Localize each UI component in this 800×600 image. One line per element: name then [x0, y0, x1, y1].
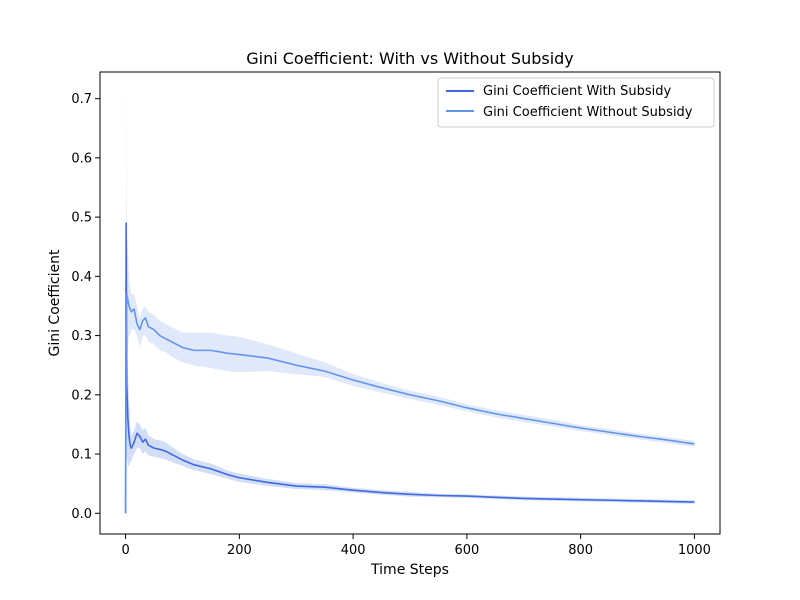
y-tick-label: 0.7 — [71, 92, 92, 107]
y-tick-label: 0.3 — [71, 329, 92, 344]
line-with-subsidy — [124, 222, 695, 514]
x-tick-label: 600 — [454, 543, 479, 558]
y-tick-label: 0.0 — [71, 507, 92, 522]
x-tick-label: 0 — [121, 543, 129, 558]
legend-box — [437, 77, 715, 128]
y-axis-ticks: 0.0 0.1 0.2 0.3 0.4 0.5 0.6 0.7 — [71, 92, 100, 522]
y-tick-label: 0.1 — [71, 448, 92, 463]
series-lines — [124, 222, 695, 514]
legend-label-without-subsidy: Gini Coefficient Without Subsidy — [483, 105, 693, 120]
plot-frame — [99, 71, 721, 535]
chart-title: Gini Coefficient: With vs Without Subsid… — [246, 49, 574, 68]
y-tick-label: 0.6 — [71, 151, 92, 166]
legend: Gini Coefficient With Subsidy Gini Coeff… — [437, 77, 715, 128]
x-axis-label: Time Steps — [370, 562, 449, 578]
x-tick-label: 200 — [227, 543, 252, 558]
y-axis-label: Gini Coefficient — [47, 249, 63, 357]
line-without-subsidy — [124, 293, 695, 514]
x-axis-ticks: 0 200 400 600 800 1000 — [121, 534, 711, 558]
legend-label-with-subsidy: Gini Coefficient With Subsidy — [483, 84, 672, 99]
x-tick-label: 400 — [341, 543, 366, 558]
x-tick-label: 1000 — [678, 543, 711, 558]
y-tick-label: 0.2 — [71, 388, 92, 403]
y-tick-label: 0.5 — [71, 211, 92, 226]
x-tick-label: 800 — [568, 543, 593, 558]
y-tick-label: 0.4 — [71, 270, 92, 285]
